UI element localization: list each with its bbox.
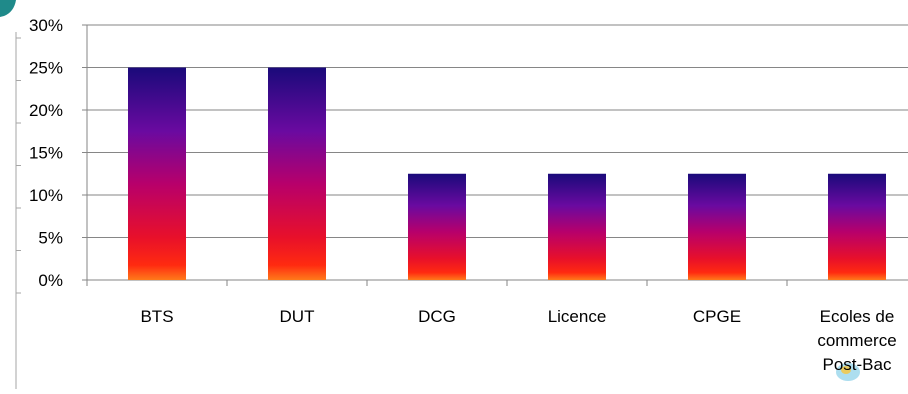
bars	[128, 67, 886, 280]
y-tick-label: 25%	[29, 59, 63, 78]
x-tick-label-line: DUT	[280, 307, 315, 326]
x-tick-label: BTS	[140, 307, 173, 326]
logo-fragment-icon	[0, 0, 16, 17]
bar-cpge	[688, 173, 746, 280]
gridlines	[87, 24, 908, 238]
y-tick-label: 20%	[29, 101, 63, 120]
x-tick-label: DCG	[418, 307, 456, 326]
bar-dut	[268, 67, 326, 280]
y-tick-label: 0%	[38, 271, 63, 290]
bar-licence	[548, 173, 606, 280]
x-tick-label: CPGE	[693, 307, 741, 326]
x-tick-label-line: DCG	[418, 307, 456, 326]
bar-bts	[128, 67, 186, 280]
x-tick-labels: BTS DUT DCG Licence CPGE Ecoles de commerce Pos…	[140, 307, 896, 374]
y-tick-label: 5%	[38, 229, 63, 248]
x-tick-label: Licence	[548, 307, 607, 326]
y-tick-label: 15%	[29, 144, 63, 163]
y-tick-labels: 0% 5% 10% 15% 20% 25% 30%	[29, 16, 63, 290]
x-tick-label-line: Ecoles de	[820, 307, 895, 326]
bar-dcg	[408, 173, 466, 280]
x-tick-label-line: commerce	[817, 331, 896, 350]
bar-ecoles-de-commerce-post-bac	[828, 173, 886, 280]
axes	[82, 24, 908, 286]
y-tick-label: 30%	[29, 16, 63, 35]
x-tick-label-line: BTS	[140, 307, 173, 326]
left-edge-marks	[15, 32, 21, 389]
x-tick-label: DUT	[280, 307, 315, 326]
x-tick-label: Ecoles de commerce Post-Bac	[817, 307, 896, 374]
watermark-logo-icon	[836, 363, 860, 381]
y-tick-label: 10%	[29, 186, 63, 205]
x-tick-label-line: Licence	[548, 307, 607, 326]
x-tick-label-line: CPGE	[693, 307, 741, 326]
x-tick-label-line: Post-Bac	[823, 355, 892, 374]
